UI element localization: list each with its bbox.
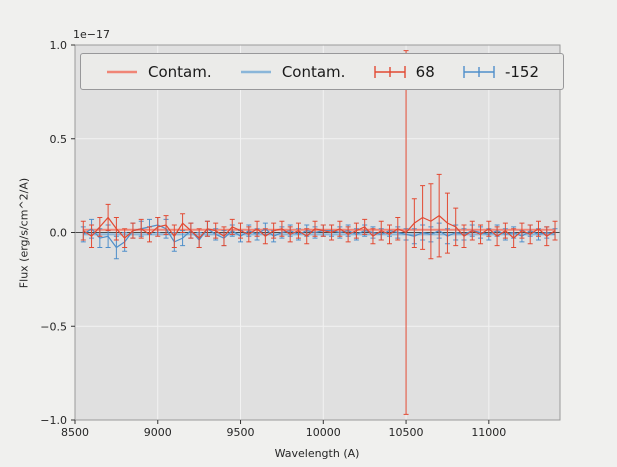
blue-errorbar-swatch [463, 65, 495, 78]
red-errorbar-swatch [373, 65, 406, 78]
legend-label: Contam. [148, 62, 212, 81]
legend-item-contam-blue: Contam. [239, 62, 346, 81]
y-tick-label: −0.5 [40, 320, 67, 333]
y-axis-offset-text: 1e−17 [73, 28, 110, 41]
y-axis-label: Flux (erg/s/cm^2/A) [17, 177, 31, 289]
legend-label: 68 [415, 62, 435, 81]
y-tick-label: −1.0 [40, 414, 67, 427]
x-tick-label: 10000 [306, 426, 341, 439]
legend-item-minus152: -152 [462, 63, 539, 81]
x-axis-label: Wavelength (A) [274, 447, 360, 460]
legend-label: Contam. [281, 62, 346, 81]
legend: Contam. Contam. 68 -152 [80, 53, 564, 90]
blue-line-swatch [240, 70, 271, 73]
legend-item-68: 68 [373, 63, 435, 81]
y-tick-label: 1.0 [50, 39, 68, 52]
x-tick-label: 10500 [389, 426, 424, 439]
y-tick-label: 0.0 [50, 227, 68, 240]
y-tick-label: 0.5 [50, 133, 68, 146]
x-tick-label: 9500 [227, 426, 255, 439]
x-tick-label: 8500 [61, 426, 89, 439]
legend-item-contam-red: Contam. [105, 63, 212, 81]
red-line-swatch [107, 70, 137, 73]
series-68 [80, 50, 558, 415]
x-tick-label: 11000 [471, 426, 506, 439]
legend-label: -152 [504, 62, 539, 81]
x-tick-label: 9000 [144, 426, 172, 439]
